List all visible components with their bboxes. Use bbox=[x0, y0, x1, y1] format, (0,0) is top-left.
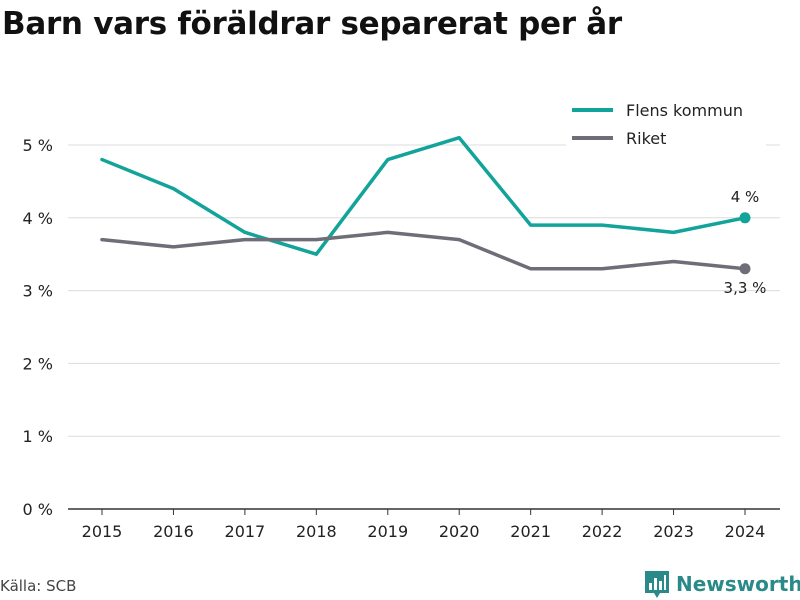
line-chart: 0 %1 %2 %3 %4 %5 % 2015 2016 2017 2018 2019 2… bbox=[22, 96, 780, 541]
grid-lines bbox=[68, 144, 780, 510]
chart-title: Barn vars föräldrar separerat per år bbox=[2, 6, 622, 42]
x-tick-label: 2020 bbox=[439, 522, 480, 541]
x-tick-label: 2016 bbox=[153, 522, 194, 541]
legend: Flens kommun Riket bbox=[566, 96, 766, 148]
source-note: Källa: SCB bbox=[0, 577, 77, 595]
y-axis-ticks: 0 % 1 % 2 % 3 % 4 % 5 % bbox=[23, 136, 53, 519]
series-line-1 bbox=[100, 230, 747, 271]
y-tick-label: 2 % bbox=[23, 354, 53, 373]
y-tick-label: 4 % bbox=[23, 209, 53, 228]
data-label: 3,3 % bbox=[724, 279, 767, 297]
x-tick-label: 2018 bbox=[296, 522, 337, 541]
series-line-0 bbox=[100, 135, 747, 256]
x-tick-label: 2021 bbox=[510, 522, 551, 541]
x-tick-label: 2017 bbox=[225, 522, 266, 541]
data-label: 4 % bbox=[731, 188, 760, 206]
brand-logo: Newsworthy bbox=[644, 568, 800, 600]
legend-label: Riket bbox=[626, 129, 666, 148]
brand-name: Newsworthy bbox=[676, 572, 800, 596]
y-tick-label: 1 % bbox=[23, 427, 53, 446]
y-tick-label: 3 % bbox=[23, 282, 53, 301]
x-tick-label: 2024 bbox=[725, 522, 766, 541]
series-end-point-0 bbox=[739, 212, 751, 224]
x-axis-ticks: 2015 2016 2017 2018 2019 2020 2021 2022 2023 2024 bbox=[82, 509, 766, 541]
x-tick-label: 2023 bbox=[653, 522, 694, 541]
series-end-point-1 bbox=[739, 263, 751, 275]
legend-label: Flens kommun bbox=[626, 101, 743, 120]
x-tick-label: 2019 bbox=[367, 522, 408, 541]
x-tick-label: 2022 bbox=[582, 522, 623, 541]
y-tick-label: 0 % bbox=[23, 500, 53, 519]
bar-chart-logo-icon bbox=[645, 571, 669, 598]
x-tick-label: 2015 bbox=[82, 522, 123, 541]
series-lines: 4 % 3,3 % bbox=[100, 135, 767, 297]
y-tick-label: 5 % bbox=[23, 136, 53, 155]
